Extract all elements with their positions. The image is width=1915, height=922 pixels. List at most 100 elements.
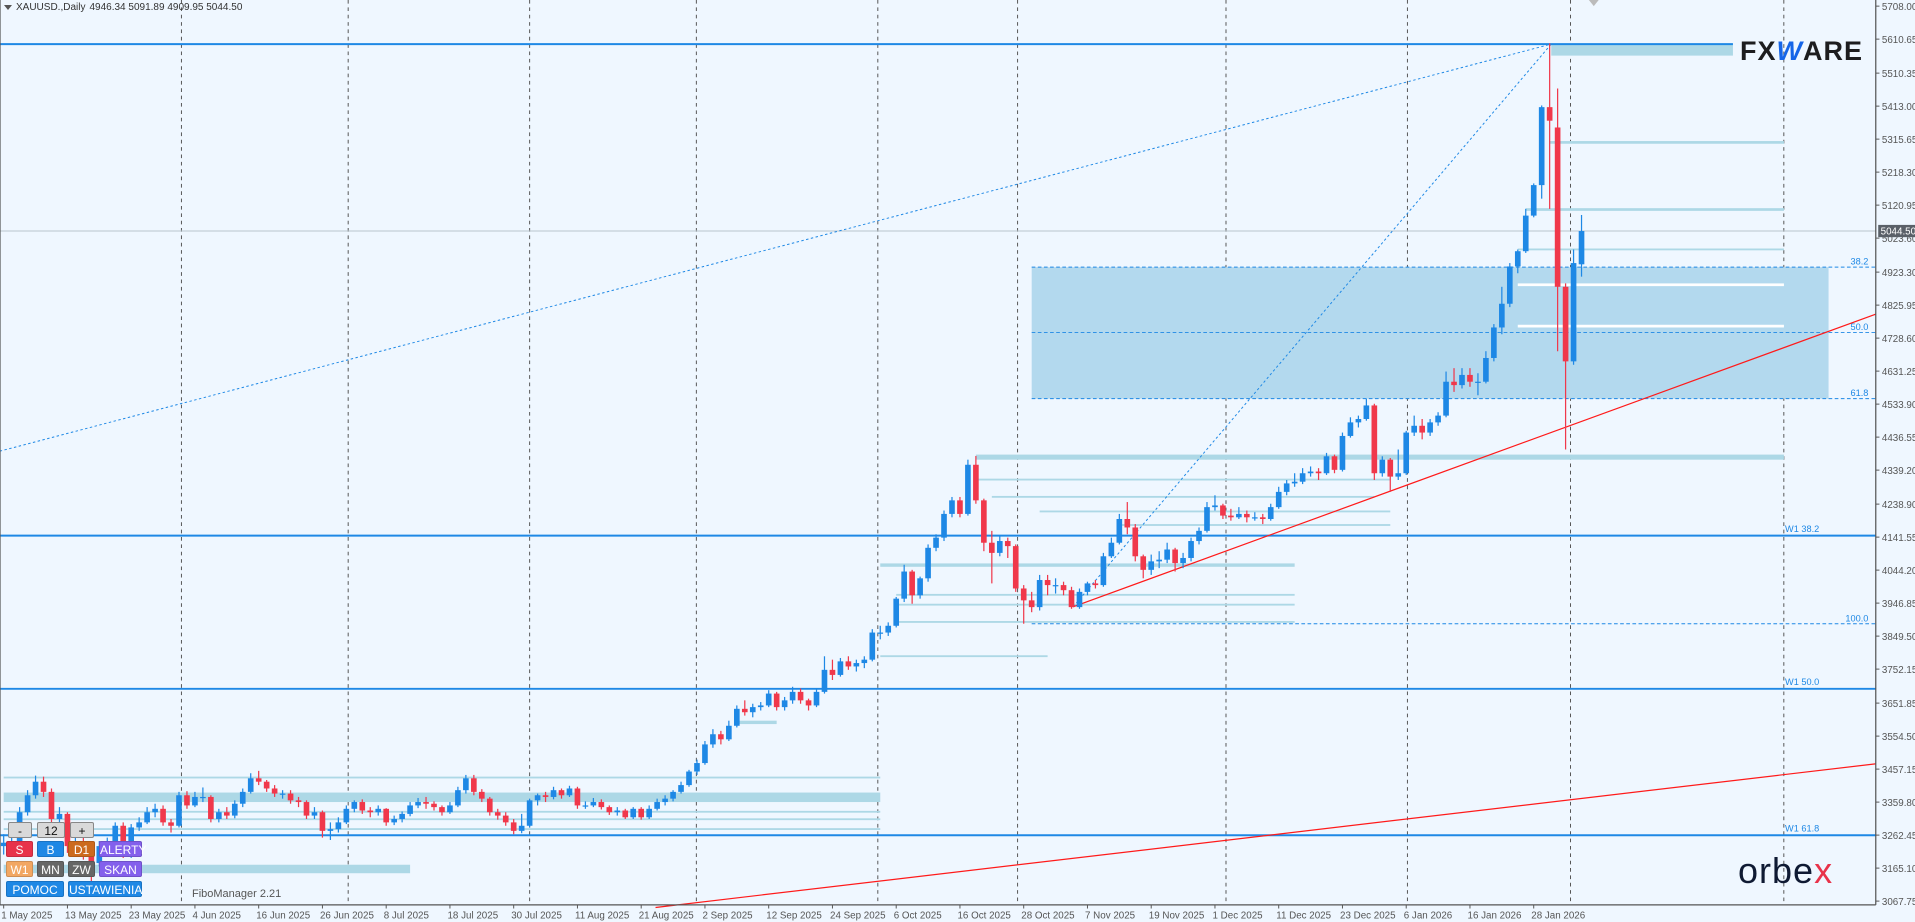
decrease-button[interactable]: - bbox=[8, 822, 32, 838]
candle-body bbox=[885, 625, 892, 633]
candle-body bbox=[1443, 381, 1449, 416]
candle-body bbox=[582, 805, 589, 807]
x-tick-label: 26 Jun 2025 bbox=[320, 910, 374, 921]
candle-body bbox=[510, 822, 517, 831]
candle bbox=[1530, 183, 1537, 218]
candle bbox=[367, 807, 374, 818]
candle bbox=[1124, 502, 1131, 535]
candle-body bbox=[455, 790, 461, 806]
alerts-button[interactable]: ALERTY bbox=[99, 841, 147, 857]
timeframe-d1-button[interactable]: D1 bbox=[68, 841, 95, 857]
candle bbox=[343, 805, 350, 825]
candle-body bbox=[933, 537, 939, 548]
y-tick-label: 4339.20 bbox=[1882, 466, 1915, 477]
chart-header: XAUUSD.,Daily 4946.34 5091.89 4909.95 50… bbox=[4, 2, 242, 13]
candle-body bbox=[1244, 513, 1250, 518]
candle-body bbox=[694, 763, 700, 772]
x-tick-label: 23 May 2025 bbox=[129, 910, 186, 921]
candle-body bbox=[925, 547, 931, 579]
candle-body bbox=[311, 812, 318, 816]
x-tick-label: 28 Oct 2025 bbox=[1021, 910, 1075, 921]
candle bbox=[1148, 554, 1155, 575]
candle-body bbox=[486, 798, 493, 813]
candle-body bbox=[415, 802, 421, 806]
candle bbox=[1188, 537, 1194, 562]
fib-level-label: 38.2 bbox=[1851, 257, 1869, 267]
buy-button[interactable]: B bbox=[37, 841, 64, 857]
candle bbox=[502, 812, 509, 826]
candle-body bbox=[1180, 557, 1186, 564]
candle-body bbox=[1546, 107, 1553, 121]
support-zone bbox=[896, 621, 1295, 623]
candle-body bbox=[654, 802, 660, 809]
candle-body bbox=[534, 795, 541, 801]
candle bbox=[1283, 480, 1290, 496]
candle bbox=[184, 791, 190, 809]
scan-button[interactable]: SKAN bbox=[99, 861, 142, 877]
candle bbox=[335, 817, 342, 833]
candle-body bbox=[471, 778, 477, 792]
timeframe-w1-button[interactable]: W1 bbox=[6, 861, 33, 877]
candle bbox=[351, 800, 358, 813]
candle bbox=[287, 790, 294, 804]
candle-body bbox=[1363, 405, 1370, 419]
y-tick-label: 5610.65 bbox=[1882, 35, 1915, 46]
candle-body bbox=[1044, 580, 1051, 586]
candle-body bbox=[741, 708, 748, 713]
candle bbox=[996, 535, 1003, 557]
candle-body bbox=[590, 802, 597, 806]
support-zone bbox=[3, 792, 881, 803]
candle-body bbox=[1315, 471, 1322, 474]
candle bbox=[1004, 537, 1011, 558]
candle bbox=[877, 625, 884, 640]
x-tick-label: 12 Sep 2025 bbox=[766, 910, 822, 921]
candle-body bbox=[1236, 513, 1242, 518]
candle bbox=[797, 688, 804, 704]
settings-button[interactable]: USTAWIENIA bbox=[68, 881, 143, 897]
candle bbox=[1483, 351, 1489, 384]
candle-body bbox=[1307, 471, 1314, 474]
candle bbox=[1291, 473, 1298, 487]
candle bbox=[1435, 412, 1441, 426]
weekly-level-label: W1 38.2 bbox=[1785, 524, 1819, 534]
increase-button[interactable]: + bbox=[70, 822, 94, 838]
candle bbox=[805, 698, 812, 711]
candle-body bbox=[949, 500, 955, 514]
y-tick-label: 5413.00 bbox=[1882, 102, 1915, 113]
x-tick-label: 16 Jun 2025 bbox=[256, 910, 310, 921]
candle-body bbox=[574, 788, 581, 806]
candle-body bbox=[1435, 415, 1441, 423]
x-tick-label: 6 Jan 2026 bbox=[1404, 910, 1453, 921]
indicator-label: FiboManager 2.21 bbox=[192, 888, 282, 900]
candle bbox=[941, 510, 947, 542]
candle-body bbox=[375, 808, 382, 813]
candle bbox=[630, 807, 637, 819]
candle-body bbox=[526, 800, 533, 826]
candle-body bbox=[32, 781, 39, 796]
y-tick-label: 4436.55 bbox=[1882, 433, 1915, 444]
candle-body bbox=[829, 669, 836, 675]
sell-button[interactable]: S bbox=[6, 841, 33, 857]
candle-body bbox=[1371, 405, 1378, 474]
candle-body bbox=[263, 781, 270, 789]
support-zone bbox=[3, 818, 881, 821]
y-tick-label: 3457.15 bbox=[1882, 765, 1915, 776]
candle bbox=[973, 455, 979, 504]
candle bbox=[1100, 552, 1107, 587]
candle-body bbox=[1427, 422, 1433, 433]
candle bbox=[216, 808, 222, 823]
candle bbox=[1116, 513, 1123, 545]
candle bbox=[1323, 452, 1330, 475]
candle-body bbox=[614, 810, 621, 813]
candle bbox=[208, 795, 214, 823]
help-button[interactable]: POMOC bbox=[6, 881, 64, 897]
zw-button[interactable]: ZW bbox=[68, 861, 95, 877]
timeframe-mn-button[interactable]: MN bbox=[37, 861, 64, 877]
count-display[interactable]: 12 bbox=[37, 822, 65, 838]
candle-body bbox=[734, 708, 740, 726]
candle-body bbox=[1084, 583, 1091, 592]
dropdown-triangle-icon[interactable] bbox=[4, 5, 12, 10]
candle bbox=[1299, 468, 1306, 485]
